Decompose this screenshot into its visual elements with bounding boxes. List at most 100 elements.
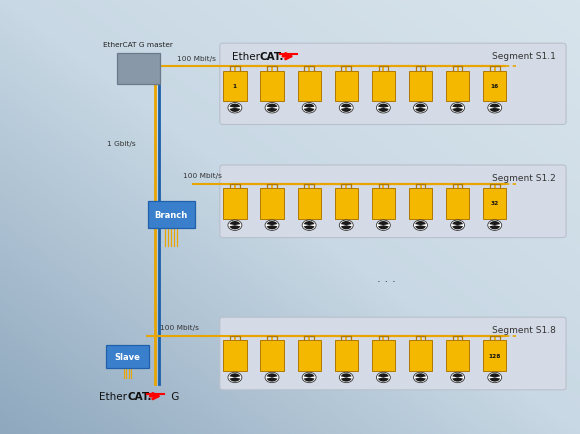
Text: CAT.: CAT. <box>127 391 151 401</box>
Text: Ether: Ether <box>99 391 127 401</box>
Text: Segment S1.8: Segment S1.8 <box>492 326 556 334</box>
Text: 100 Mbit/s: 100 Mbit/s <box>183 173 222 179</box>
Bar <box>372 341 395 371</box>
Circle shape <box>228 372 242 383</box>
Circle shape <box>451 220 465 231</box>
Wedge shape <box>304 221 314 226</box>
Text: 32: 32 <box>491 201 499 206</box>
Text: EtherCAT G master: EtherCAT G master <box>103 42 173 47</box>
Wedge shape <box>378 373 389 378</box>
Bar <box>298 341 321 371</box>
Wedge shape <box>490 221 500 226</box>
Bar <box>483 72 506 102</box>
Circle shape <box>265 103 279 114</box>
Circle shape <box>339 103 353 114</box>
Text: Branch: Branch <box>154 210 188 219</box>
Wedge shape <box>341 104 351 108</box>
Wedge shape <box>267 226 277 230</box>
Wedge shape <box>415 221 426 226</box>
FancyBboxPatch shape <box>117 54 160 85</box>
Circle shape <box>265 372 279 383</box>
Circle shape <box>376 103 390 114</box>
Wedge shape <box>341 221 351 226</box>
Text: Segment S1.2: Segment S1.2 <box>492 173 556 182</box>
Text: 16: 16 <box>491 84 499 89</box>
Wedge shape <box>452 104 463 108</box>
Wedge shape <box>490 226 500 230</box>
Wedge shape <box>415 378 426 382</box>
Wedge shape <box>341 373 351 378</box>
Bar <box>372 189 395 219</box>
Text: Segment S1.1: Segment S1.1 <box>492 52 556 61</box>
Circle shape <box>339 220 353 231</box>
Circle shape <box>302 103 316 114</box>
Circle shape <box>451 103 465 114</box>
Circle shape <box>414 103 427 114</box>
Circle shape <box>488 372 502 383</box>
Bar <box>372 72 395 102</box>
Wedge shape <box>267 378 277 382</box>
Text: . . .: . . . <box>377 271 396 284</box>
Circle shape <box>414 372 427 383</box>
Wedge shape <box>415 373 426 378</box>
Wedge shape <box>230 221 240 226</box>
Circle shape <box>265 220 279 231</box>
Bar <box>223 189 246 219</box>
Wedge shape <box>304 104 314 108</box>
Bar <box>409 189 432 219</box>
Wedge shape <box>415 226 426 230</box>
Wedge shape <box>267 221 277 226</box>
Wedge shape <box>490 104 500 108</box>
Bar <box>260 72 284 102</box>
Wedge shape <box>452 108 463 113</box>
Wedge shape <box>230 226 240 230</box>
Bar <box>298 72 321 102</box>
Circle shape <box>488 220 502 231</box>
Wedge shape <box>452 221 463 226</box>
FancyBboxPatch shape <box>220 44 566 125</box>
Wedge shape <box>304 378 314 382</box>
Wedge shape <box>378 104 389 108</box>
Wedge shape <box>267 373 277 378</box>
Bar <box>409 341 432 371</box>
Wedge shape <box>378 108 389 113</box>
Bar <box>223 72 246 102</box>
Wedge shape <box>304 108 314 113</box>
Bar <box>260 341 284 371</box>
Text: 128: 128 <box>488 353 501 358</box>
Bar <box>446 72 469 102</box>
Wedge shape <box>230 373 240 378</box>
Bar <box>335 189 358 219</box>
Bar <box>446 341 469 371</box>
Wedge shape <box>267 104 277 108</box>
Wedge shape <box>304 226 314 230</box>
Wedge shape <box>415 104 426 108</box>
Wedge shape <box>490 108 500 113</box>
Wedge shape <box>378 226 389 230</box>
Wedge shape <box>452 226 463 230</box>
Wedge shape <box>267 108 277 113</box>
Bar <box>298 189 321 219</box>
FancyBboxPatch shape <box>147 201 195 228</box>
Bar <box>335 72 358 102</box>
Bar <box>483 341 506 371</box>
Wedge shape <box>230 378 240 382</box>
Circle shape <box>376 220 390 231</box>
Wedge shape <box>378 221 389 226</box>
Wedge shape <box>304 373 314 378</box>
Circle shape <box>228 103 242 114</box>
Wedge shape <box>341 108 351 113</box>
Text: 100 Mbit/s: 100 Mbit/s <box>177 56 216 62</box>
Bar <box>483 189 506 219</box>
Text: Ether: Ether <box>232 52 260 62</box>
Wedge shape <box>341 378 351 382</box>
Circle shape <box>414 220 427 231</box>
Wedge shape <box>230 104 240 108</box>
Circle shape <box>302 372 316 383</box>
Circle shape <box>376 372 390 383</box>
Wedge shape <box>490 378 500 382</box>
Text: Slave: Slave <box>115 352 140 361</box>
Text: CAT.: CAT. <box>260 52 284 62</box>
FancyBboxPatch shape <box>220 318 566 390</box>
FancyBboxPatch shape <box>106 345 149 368</box>
